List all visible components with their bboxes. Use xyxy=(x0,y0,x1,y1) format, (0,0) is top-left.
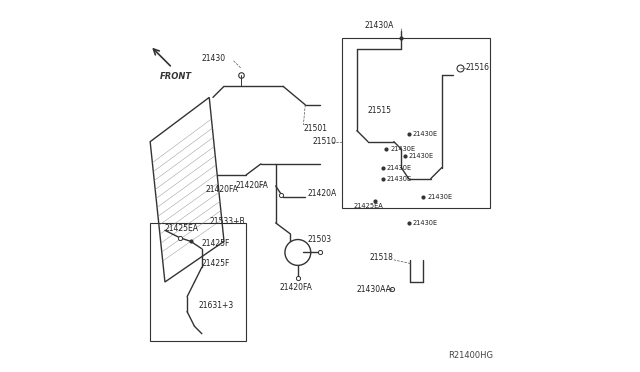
Text: 21430E: 21430E xyxy=(387,164,412,170)
Text: 21430: 21430 xyxy=(202,54,226,63)
Text: 21420FA: 21420FA xyxy=(206,185,239,194)
Text: 21420FA: 21420FA xyxy=(280,283,312,292)
Text: 21430AA: 21430AA xyxy=(357,285,392,294)
Text: 21425EA: 21425EA xyxy=(165,224,199,233)
Text: R21400HG: R21400HG xyxy=(449,351,493,360)
Text: 21430A: 21430A xyxy=(364,21,394,30)
Text: 21515: 21515 xyxy=(368,106,392,115)
Text: 21430E: 21430E xyxy=(412,131,437,137)
Text: 21430E: 21430E xyxy=(390,146,415,152)
Text: 21510: 21510 xyxy=(312,137,337,146)
Text: 21503: 21503 xyxy=(307,235,332,244)
Text: 21430E: 21430E xyxy=(408,154,434,160)
Text: 21430E: 21430E xyxy=(387,176,412,182)
Text: 21518: 21518 xyxy=(370,253,394,263)
Text: 21516: 21516 xyxy=(466,63,490,72)
Text: 21425EA: 21425EA xyxy=(353,203,383,209)
Text: 21430E: 21430E xyxy=(427,194,452,200)
Text: 21425F: 21425F xyxy=(202,239,230,248)
Text: 21425F: 21425F xyxy=(202,259,230,268)
Text: 21533+B: 21533+B xyxy=(209,217,245,225)
Text: 21631+3: 21631+3 xyxy=(198,301,234,311)
Text: 21501: 21501 xyxy=(303,124,328,133)
Text: 21420A: 21420A xyxy=(307,189,337,198)
Text: 21430E: 21430E xyxy=(412,220,437,226)
Text: 21420FA: 21420FA xyxy=(236,182,268,190)
Text: FRONT: FRONT xyxy=(159,71,191,81)
